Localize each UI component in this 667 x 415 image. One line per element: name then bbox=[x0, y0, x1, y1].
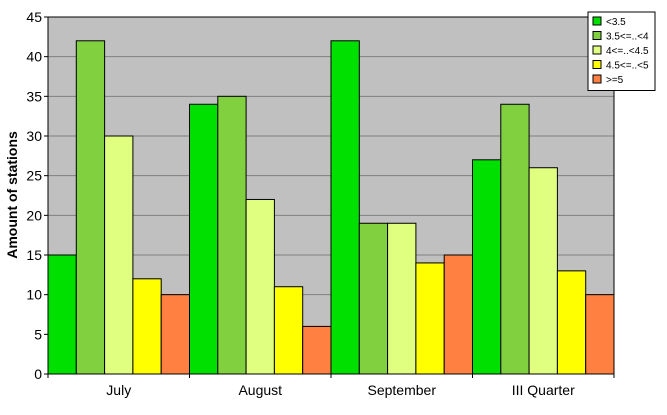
bar-3-3 bbox=[556, 270, 587, 375]
bar-1-1 bbox=[217, 95, 247, 375]
y-tick-label: 40 bbox=[26, 49, 42, 65]
x-category-label: III Quarter bbox=[512, 382, 575, 398]
bar-2-4 bbox=[443, 254, 474, 375]
bar-1-0 bbox=[189, 103, 219, 375]
bar-3-1 bbox=[500, 103, 530, 375]
y-tick-label: 20 bbox=[26, 207, 42, 223]
y-tick-label: 35 bbox=[26, 88, 42, 104]
bar-1-3 bbox=[273, 286, 304, 375]
y-axis-label: Amount of stations bbox=[4, 131, 20, 259]
x-category-label: July bbox=[106, 382, 131, 398]
bar-3-4 bbox=[585, 294, 615, 375]
y-tick-label: 45 bbox=[26, 9, 42, 25]
y-tick-label: 15 bbox=[26, 247, 42, 263]
bar-3-0 bbox=[472, 159, 502, 375]
bar-1-2 bbox=[245, 198, 275, 375]
legend: <3.5 3.5<=..<4 4<=..<4.5 4.5<=..<5 >=5 bbox=[587, 11, 656, 91]
bar-2-3 bbox=[415, 262, 445, 375]
bar-0-4 bbox=[160, 294, 190, 375]
legend-swatch bbox=[592, 16, 602, 26]
legend-swatch bbox=[592, 31, 602, 40]
legend-swatch bbox=[592, 74, 602, 84]
legend-swatch bbox=[592, 60, 602, 69]
axes: 0 5 10 15 20 25 30 35 40 45 July August September III… bbox=[26, 9, 615, 398]
y-tick-label: 25 bbox=[26, 168, 42, 184]
legend-label: 4<=..<4.5 bbox=[606, 46, 649, 57]
bar-1-4 bbox=[302, 325, 332, 375]
legend-label: <3.5 bbox=[606, 17, 626, 28]
bar-0-3 bbox=[132, 278, 162, 375]
y-tick-label: 30 bbox=[26, 128, 42, 144]
bar-2-2 bbox=[387, 222, 417, 375]
bar-2-1 bbox=[358, 222, 389, 375]
bar-3-2 bbox=[528, 167, 558, 375]
legend-label: >=5 bbox=[606, 75, 624, 86]
legend-label: 3.5<=..<4 bbox=[606, 32, 649, 43]
bar-0-2 bbox=[104, 135, 134, 375]
bar-2-0 bbox=[330, 40, 360, 375]
bar-0-1 bbox=[75, 40, 106, 375]
y-tick-label: 5 bbox=[34, 326, 42, 342]
bar-0-0 bbox=[47, 254, 77, 375]
legend-swatch bbox=[592, 45, 602, 55]
x-category-label: September bbox=[368, 382, 437, 398]
y-tick-label: 10 bbox=[26, 287, 42, 303]
y-tick-label: 0 bbox=[34, 366, 42, 382]
x-category-label: August bbox=[238, 382, 282, 398]
plot-area bbox=[47, 16, 615, 375]
legend-label: 4.5<=..<5 bbox=[606, 61, 649, 72]
